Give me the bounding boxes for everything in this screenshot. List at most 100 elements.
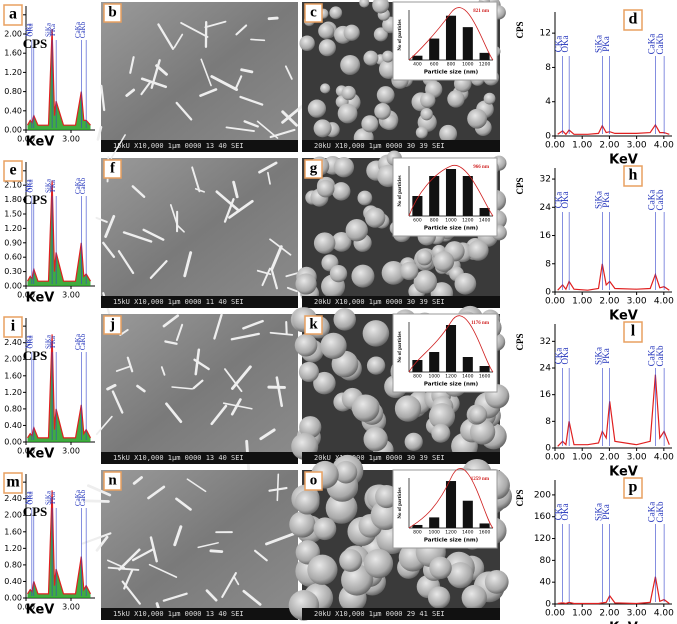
peak-label: CaKa bbox=[74, 177, 82, 194]
panel-label: l bbox=[631, 323, 636, 340]
peak-label: SiKa bbox=[593, 191, 603, 209]
caption-bar bbox=[101, 608, 298, 620]
crystal bbox=[261, 267, 271, 287]
size-annotation: 966 nm bbox=[473, 165, 490, 170]
x-tick-label: 1200 bbox=[445, 374, 457, 380]
sem-background bbox=[101, 470, 298, 620]
crystal bbox=[131, 548, 155, 562]
crystal bbox=[104, 214, 116, 238]
x-tick-label: 0.00 bbox=[17, 603, 35, 612]
crystal bbox=[107, 566, 140, 571]
peak-label: CaKb bbox=[79, 21, 87, 38]
panel-label-box bbox=[304, 3, 323, 23]
crystal bbox=[210, 404, 228, 426]
peak-label: SiKa bbox=[45, 334, 53, 349]
peak-label: CaKb bbox=[79, 333, 87, 350]
y-tick-label: 0.80 bbox=[4, 87, 22, 96]
bar bbox=[429, 38, 440, 60]
x-tick-label: 3.00 bbox=[62, 603, 80, 612]
y-tick-label: 0 bbox=[545, 288, 551, 298]
spectrum bbox=[26, 334, 92, 439]
x-tick-label: 0.00 bbox=[545, 453, 565, 463]
peak-label: OKa bbox=[26, 22, 34, 36]
particle bbox=[400, 261, 419, 281]
panel-label-box bbox=[304, 159, 323, 179]
crystal bbox=[142, 228, 165, 241]
particle bbox=[431, 423, 451, 443]
x-tick-label: 4.00 bbox=[654, 453, 674, 463]
particle bbox=[376, 86, 395, 104]
x-tick-label: 3.00 bbox=[627, 609, 647, 619]
peak-label: CaKa bbox=[646, 346, 656, 367]
caption-bar bbox=[101, 452, 298, 464]
bar bbox=[445, 325, 457, 372]
particle bbox=[295, 490, 320, 515]
y-tick-label: 40 bbox=[540, 578, 552, 588]
particle bbox=[299, 35, 315, 51]
y-tick-label: 0.80 bbox=[4, 404, 22, 413]
crystal bbox=[175, 497, 192, 511]
bar bbox=[412, 55, 423, 60]
peak-label: PKa bbox=[49, 335, 57, 348]
peak-label: CaKb bbox=[655, 189, 665, 210]
peak-label: OKa bbox=[560, 348, 570, 365]
x-tick-label: 3.00 bbox=[62, 291, 80, 300]
x-tick-label: 600 bbox=[413, 218, 422, 224]
particle bbox=[339, 548, 363, 572]
y-axis-label: CPS bbox=[515, 21, 525, 38]
particle bbox=[313, 371, 336, 395]
particle bbox=[331, 182, 351, 201]
bar bbox=[412, 360, 423, 372]
panel-label: h bbox=[629, 167, 638, 184]
peak-label: PKa bbox=[601, 192, 611, 208]
x-tick-label: 1000 bbox=[428, 530, 440, 536]
x-tick-label: 2.00 bbox=[599, 141, 619, 151]
bar bbox=[429, 517, 440, 528]
panel-label: f bbox=[110, 160, 116, 176]
size-annotation: 1259 nm bbox=[471, 477, 490, 482]
sem-caption: 15kU X10,000 1μm 0000 13 40 SEI bbox=[113, 142, 244, 150]
panel-label-box bbox=[304, 471, 323, 491]
crystal bbox=[95, 216, 108, 223]
panel-label: d bbox=[629, 11, 638, 28]
crystal bbox=[162, 314, 180, 328]
crystal bbox=[213, 313, 223, 340]
bar bbox=[462, 176, 473, 216]
particle bbox=[345, 219, 368, 242]
y-tick-label: 24 bbox=[540, 364, 552, 374]
particle bbox=[329, 6, 343, 20]
y-tick-label: 1.20 bbox=[4, 388, 22, 397]
panel-label-box bbox=[3, 160, 23, 182]
x-tick-label: 800 bbox=[413, 530, 422, 536]
crystal bbox=[183, 251, 193, 278]
panel-label: m bbox=[6, 474, 20, 491]
x-axis-label: Particle size (nm) bbox=[424, 538, 479, 544]
particle bbox=[313, 232, 336, 254]
panel-label-box bbox=[103, 159, 122, 179]
x-tick-label: 600 bbox=[430, 62, 439, 68]
crystal bbox=[136, 384, 146, 393]
y-tick-label: 0.00 bbox=[4, 594, 22, 603]
crystal bbox=[204, 20, 227, 29]
bar bbox=[445, 481, 457, 528]
y-tick-label: 8 bbox=[545, 63, 551, 73]
peak-label: CaKb bbox=[79, 177, 87, 194]
particle bbox=[428, 403, 456, 430]
peak-label: SiKa bbox=[593, 503, 603, 521]
crystal bbox=[233, 576, 240, 586]
crystal bbox=[173, 525, 183, 547]
x-tick-label: 2.00 bbox=[599, 609, 619, 619]
crystal bbox=[165, 402, 183, 424]
particle bbox=[334, 460, 358, 484]
y-tick-label: 16 bbox=[540, 390, 552, 400]
particle bbox=[361, 115, 379, 133]
y-tick-label: 32 bbox=[540, 337, 551, 347]
particle bbox=[357, 190, 373, 206]
crystal bbox=[276, 473, 280, 502]
particle bbox=[329, 264, 348, 283]
peak-label: OKa bbox=[26, 178, 34, 192]
sem-image: 15kU X10,000 1μm 0000 13 40 SEI b bbox=[96, 2, 306, 152]
crystal bbox=[82, 499, 110, 503]
particle bbox=[433, 251, 455, 272]
x-tick-label: 1400 bbox=[462, 374, 474, 380]
